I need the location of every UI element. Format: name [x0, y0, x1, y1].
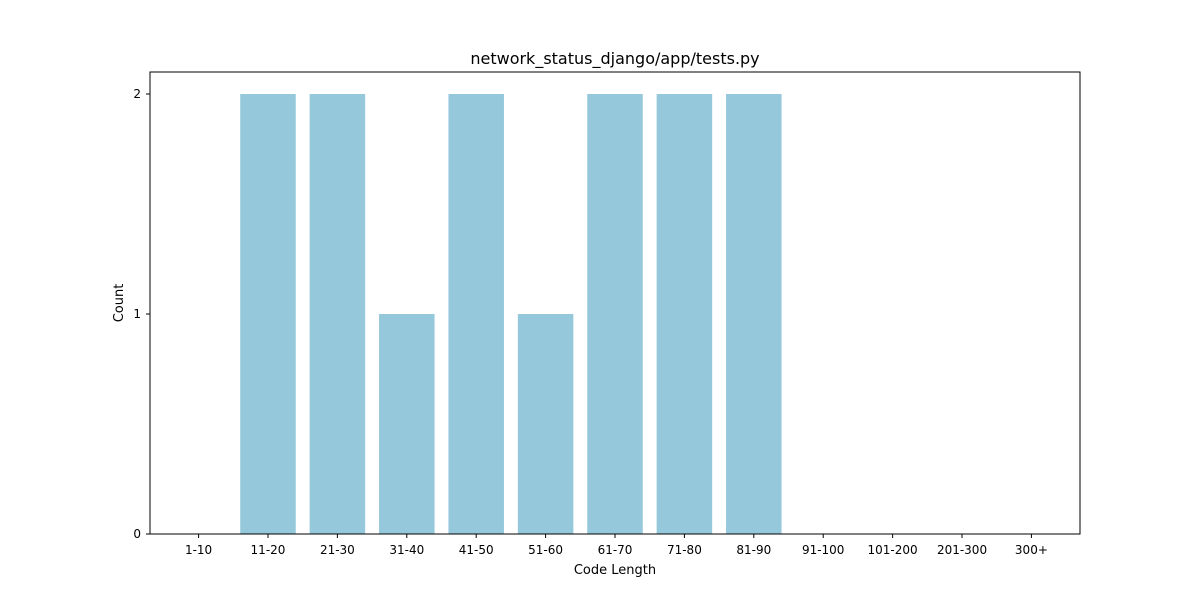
- chart-title: network_status_django/app/tests.py: [470, 49, 759, 69]
- x-tick-label: 91-100: [802, 543, 845, 557]
- bar-61-70: [587, 94, 643, 534]
- x-tick-label: 41-50: [459, 543, 494, 557]
- y-axis-ticks: 0 1 2: [133, 87, 150, 541]
- y-axis-label: Count: [112, 284, 127, 323]
- x-tick-label: 51-60: [528, 543, 563, 557]
- bar-81-90: [726, 94, 782, 534]
- x-tick-label: 101-200: [868, 543, 918, 557]
- y-tick-label: 1: [133, 307, 141, 321]
- x-tick-label: 1-10: [185, 543, 212, 557]
- x-tick-label: 11-20: [251, 543, 286, 557]
- bar-51-60: [517, 314, 574, 534]
- x-tick-label: 71-80: [667, 543, 702, 557]
- bar-11-20: [240, 94, 296, 534]
- bar-31-40: [379, 314, 435, 534]
- x-tick-label: 61-70: [598, 543, 633, 557]
- x-tick-label: 300+: [1015, 543, 1048, 557]
- y-tick-label: 0: [133, 527, 141, 541]
- x-axis-label: Code Length: [574, 563, 656, 578]
- x-tick-label: 31-40: [389, 543, 424, 557]
- bars-group: [240, 94, 782, 534]
- x-tick-label: 21-30: [320, 543, 355, 557]
- bar-71-80: [656, 94, 713, 534]
- y-tick-label: 2: [133, 87, 141, 101]
- x-tick-label: 81-90: [736, 543, 771, 557]
- bar-21-30: [309, 94, 366, 534]
- x-tick-label: 201-300: [937, 543, 987, 557]
- x-axis-ticks: 1-10 11-20 21-30 31-40 41-50 51-60 61-70 71-80 8…: [185, 534, 1048, 557]
- bar-41-50: [448, 94, 504, 534]
